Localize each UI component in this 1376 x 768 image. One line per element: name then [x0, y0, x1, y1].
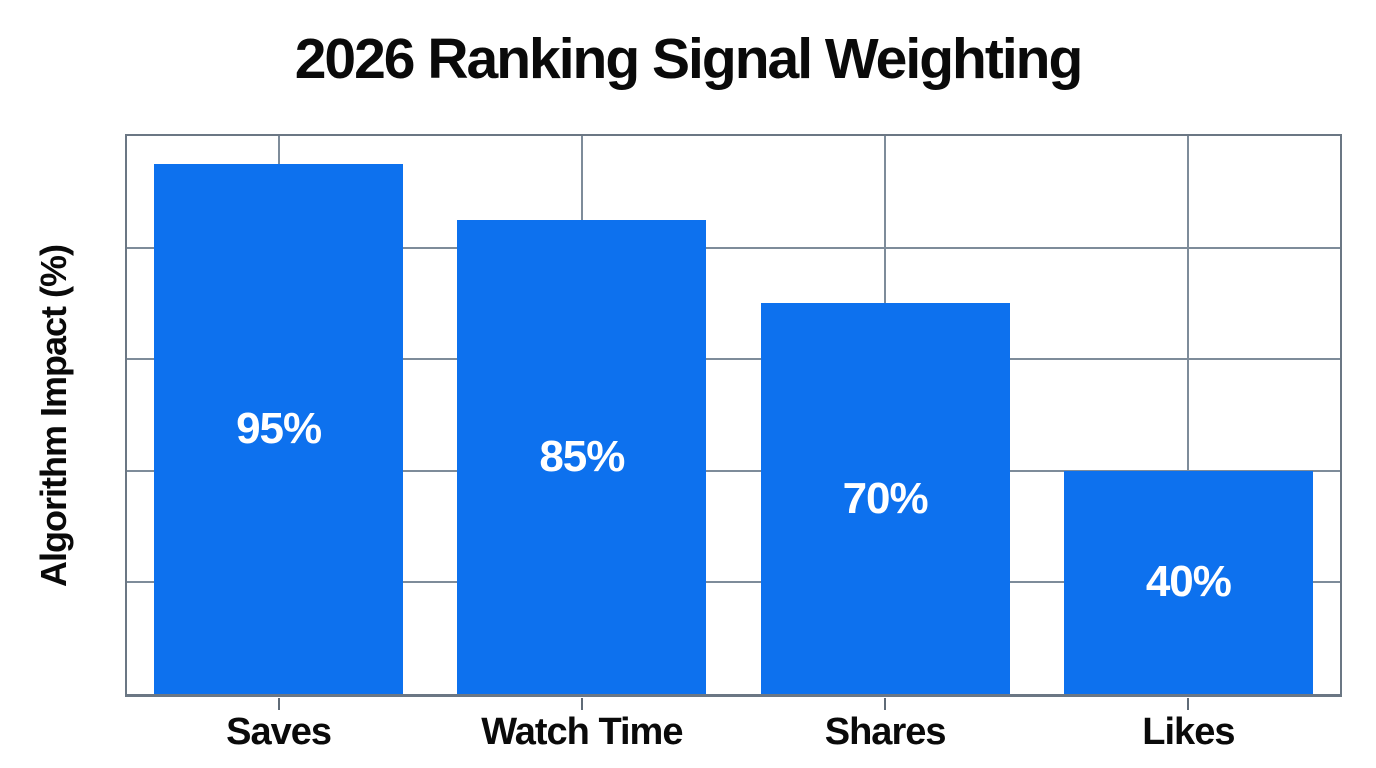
bar-value-label-shares: 70% [842, 473, 929, 523]
bar-watch-time: 85% [457, 219, 707, 694]
gridline-horizontal [127, 581, 1340, 584]
x-tick-label-watch-time: Watch Time [481, 711, 683, 753]
x-tick-shares [884, 698, 887, 710]
bar-saves: 95% [154, 163, 404, 694]
gridline-horizontal [127, 246, 1340, 249]
gridline-vertical [1187, 136, 1190, 694]
y-axis-label: Algorithm Impact (%) [33, 244, 74, 587]
gridline-horizontal [127, 358, 1340, 361]
bar-value-label-watch-time: 85% [539, 431, 625, 481]
plot-area: 95% 85% 70% 40% [125, 134, 1342, 697]
chart-title: 2026 Ranking Signal Weighting [294, 27, 1084, 91]
x-tick-saves [277, 698, 280, 710]
bar-likes: 40% [1063, 470, 1313, 694]
x-axis: Saves Watch Time Shares Likes [127, 697, 1340, 757]
x-tick-label-likes: Likes [1142, 711, 1235, 753]
bar-value-label-saves: 95% [236, 403, 322, 453]
x-tick-watch-time [580, 698, 583, 710]
x-tick-label-shares: Shares [824, 711, 947, 753]
bar-value-label-likes: 40% [1145, 557, 1232, 607]
bar-shares: 70% [760, 303, 1010, 694]
gridline-horizontal [127, 469, 1340, 472]
x-tick-likes [1187, 698, 1190, 710]
x-tick-label-saves: Saves [226, 711, 332, 753]
